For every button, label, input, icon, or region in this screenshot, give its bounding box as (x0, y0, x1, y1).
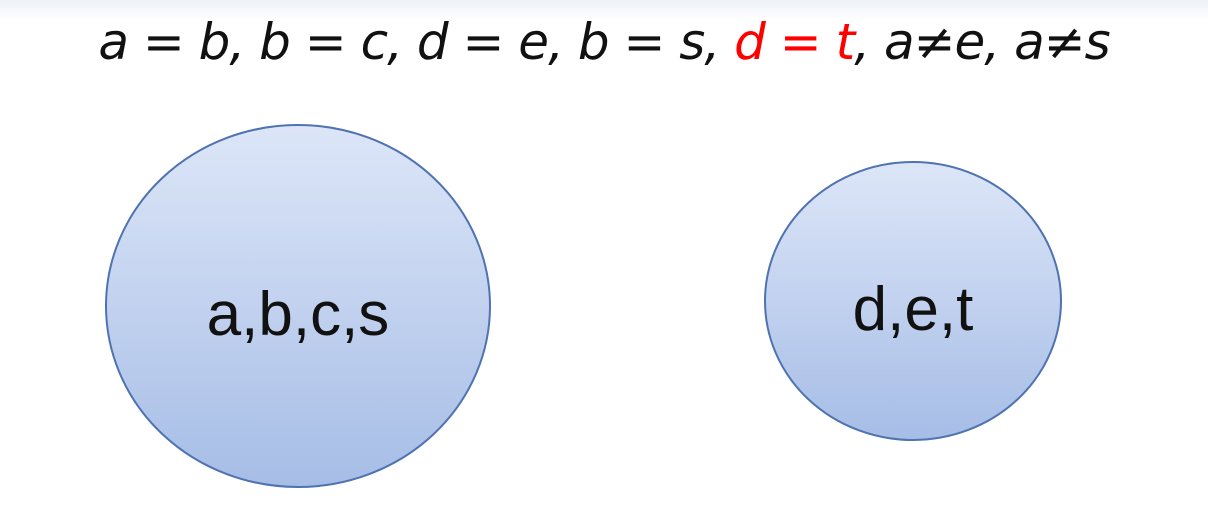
equation-term: a = b (98, 13, 230, 71)
top-band (0, 0, 1208, 20)
set-circle-abcs (105, 124, 491, 488)
equation-separator: , (854, 13, 884, 71)
equation-term: b = c (259, 13, 388, 71)
set-circle-det (764, 161, 1062, 441)
set-label-abcs: a,b,c,s (207, 280, 390, 349)
equation-separator: , (984, 13, 1015, 71)
equation-term: d = e (416, 13, 549, 71)
equation-separator: , (704, 13, 735, 71)
equation-separator: , (229, 13, 260, 71)
equation-term: a≠e (883, 13, 985, 71)
equation-term: a≠s (1014, 13, 1111, 71)
equation-term-highlighted: d = t (734, 13, 855, 71)
equation-separator: , (387, 13, 417, 71)
equation-line: a = b, b = c, d = e, b = s, d = t, a≠e, … (0, 2, 1208, 82)
equation-term: b = s (577, 13, 705, 71)
equation-separator: , (548, 13, 578, 71)
set-label-det: d,e,t (853, 275, 974, 344)
